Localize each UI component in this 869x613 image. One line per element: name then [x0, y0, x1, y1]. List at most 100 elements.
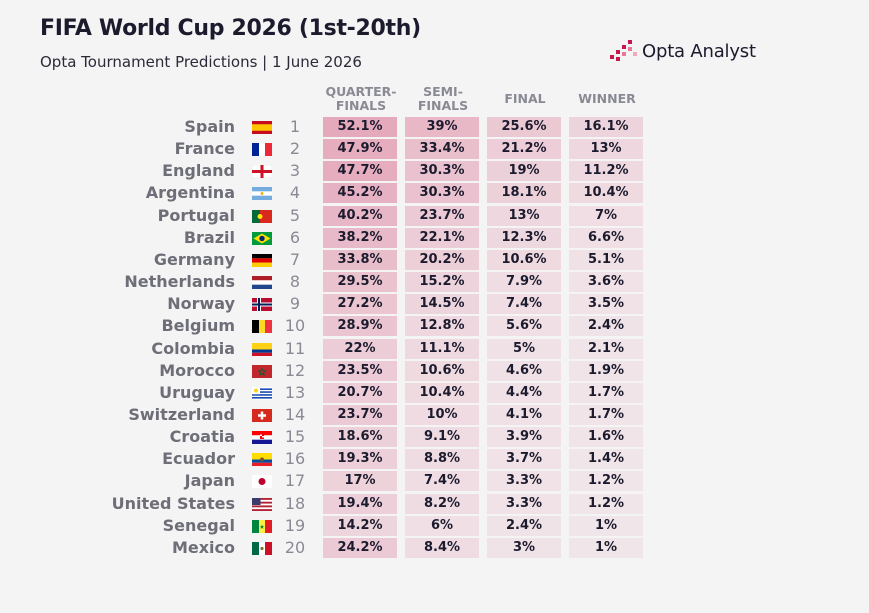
argentina-flag-icon — [252, 187, 272, 201]
rank-number: 3 — [289, 161, 301, 181]
portugal-flag-icon — [252, 209, 272, 223]
cell-qf: 27.2% — [323, 294, 397, 315]
table-row: Colombia 11 22% 11.1% 5% 2.1% — [0, 338, 869, 360]
colombia-flag-icon — [252, 342, 272, 356]
germany-flag-icon — [252, 253, 272, 267]
cell-f: 5% — [487, 338, 561, 359]
cell-sf: 30.3% — [405, 183, 479, 204]
cell-f: 18.1% — [487, 183, 561, 204]
cell-qf: 38.2% — [323, 227, 397, 248]
cell-sf: 33.4% — [405, 139, 479, 160]
team-name: Uruguay — [159, 382, 235, 402]
brazil-flag-icon — [252, 231, 272, 245]
team-name: Senegal — [162, 515, 235, 535]
cell-w: 3.5% — [569, 294, 643, 315]
cell-qf: 19.4% — [323, 493, 397, 514]
rank-number: 19 — [284, 515, 306, 535]
table-row: Germany 7 33.8% 20.2% 10.6% 5.1% — [0, 249, 869, 271]
cell-sf: 30.3% — [405, 161, 479, 182]
table-row: France 2 47.9% 33.4% 21.2% 13% — [0, 138, 869, 160]
switzerland-flag-icon — [252, 408, 272, 422]
column-header-f: FINAL — [487, 92, 563, 106]
cell-qf: 22% — [323, 338, 397, 359]
cell-sf: 39% — [405, 117, 479, 137]
cell-qf: 20.7% — [323, 382, 397, 403]
cell-sf: 8.2% — [405, 493, 479, 514]
cell-qf: 19.3% — [323, 449, 397, 470]
cell-f: 4.4% — [487, 382, 561, 403]
column-header-line: FINAL — [504, 91, 546, 106]
cell-f: 3.3% — [487, 471, 561, 492]
cell-f: 12.3% — [487, 227, 561, 248]
japan-flag-icon — [252, 475, 272, 489]
cell-w: 1% — [569, 515, 643, 536]
uruguay-flag-icon — [252, 386, 272, 400]
team-name: Portugal — [157, 205, 235, 225]
rank-number: 4 — [289, 183, 301, 203]
rank-number: 2 — [289, 139, 301, 159]
team-name: Morocco — [159, 360, 235, 380]
column-header-line: SEMI- — [423, 84, 463, 99]
team-name: Belgium — [161, 316, 235, 336]
column-header-line: FINALS — [335, 98, 387, 113]
rank-number: 15 — [284, 427, 306, 447]
rank-number: 7 — [289, 249, 301, 269]
cell-sf: 10% — [405, 404, 479, 425]
cell-sf: 12.8% — [405, 316, 479, 337]
cell-f: 3% — [487, 537, 561, 558]
rank-number: 6 — [289, 227, 301, 247]
cell-f: 7.4% — [487, 294, 561, 315]
team-name: France — [174, 139, 235, 159]
cell-f: 21.2% — [487, 139, 561, 160]
cell-w: 2.4% — [569, 316, 643, 337]
team-name: England — [162, 161, 235, 181]
table-row: Argentina 4 45.2% 30.3% 18.1% 10.4% — [0, 182, 869, 204]
france-flag-icon — [252, 143, 272, 157]
cell-f: 13% — [487, 205, 561, 226]
cell-qf: 47.9% — [323, 139, 397, 160]
chart-subtitle: Opta Tournament Predictions | 1 June 202… — [40, 53, 362, 71]
cell-f: 7.9% — [487, 272, 561, 293]
rank-number: 13 — [284, 382, 306, 402]
team-name: Mexico — [171, 537, 235, 557]
cell-w: 1% — [569, 537, 643, 558]
cell-sf: 11.1% — [405, 338, 479, 359]
spain-flag-icon — [252, 121, 272, 134]
netherlands-flag-icon — [252, 276, 272, 290]
cell-w: 1.7% — [569, 382, 643, 403]
table-row: Brazil 6 38.2% 22.1% 12.3% 6.6% — [0, 227, 869, 249]
rank-number: 16 — [284, 449, 306, 469]
cell-sf: 6% — [405, 515, 479, 536]
cell-sf: 10.4% — [405, 382, 479, 403]
cell-qf: 33.8% — [323, 249, 397, 270]
table-row: Japan 17 17% 7.4% 3.3% 1.2% — [0, 470, 869, 492]
table-row: Mexico 20 24.2% 8.4% 3% 1% — [0, 537, 869, 559]
ecuador-flag-icon — [252, 453, 272, 467]
cell-w: 1.4% — [569, 449, 643, 470]
column-header-qf: QUARTER- FINALS — [323, 85, 399, 113]
cell-w: 1.2% — [569, 471, 643, 492]
opta-analyst-logo: Opta Analyst — [610, 38, 756, 64]
team-name: Japan — [184, 471, 235, 491]
cell-f: 3.3% — [487, 493, 561, 514]
croatia-flag-icon — [252, 431, 272, 445]
rank-number: 14 — [284, 404, 306, 424]
cell-qf: 52.1% — [323, 117, 397, 137]
rank-number: 18 — [284, 493, 306, 513]
table-row: Croatia 15 18.6% 9.1% 3.9% 1.6% — [0, 426, 869, 448]
rank-number: 11 — [284, 338, 306, 358]
table-row: Uruguay 13 20.7% 10.4% 4.4% 1.7% — [0, 382, 869, 404]
cell-sf: 15.2% — [405, 272, 479, 293]
column-header-line: WINNER — [578, 91, 636, 106]
table-row: Spain 1 52.1% 39% 25.6% 16.1% — [0, 116, 869, 138]
rank-number: 17 — [284, 471, 306, 491]
belgium-flag-icon — [252, 320, 272, 334]
cell-qf: 24.2% — [323, 537, 397, 558]
cell-f: 4.6% — [487, 360, 561, 381]
table-row: Ecuador 16 19.3% 8.8% 3.7% 1.4% — [0, 448, 869, 470]
cell-sf: 9.1% — [405, 427, 479, 448]
team-name: Germany — [153, 249, 235, 269]
cell-w: 5.1% — [569, 249, 643, 270]
table-row: Belgium 10 28.9% 12.8% 5.6% 2.4% — [0, 315, 869, 337]
cell-f: 3.9% — [487, 427, 561, 448]
